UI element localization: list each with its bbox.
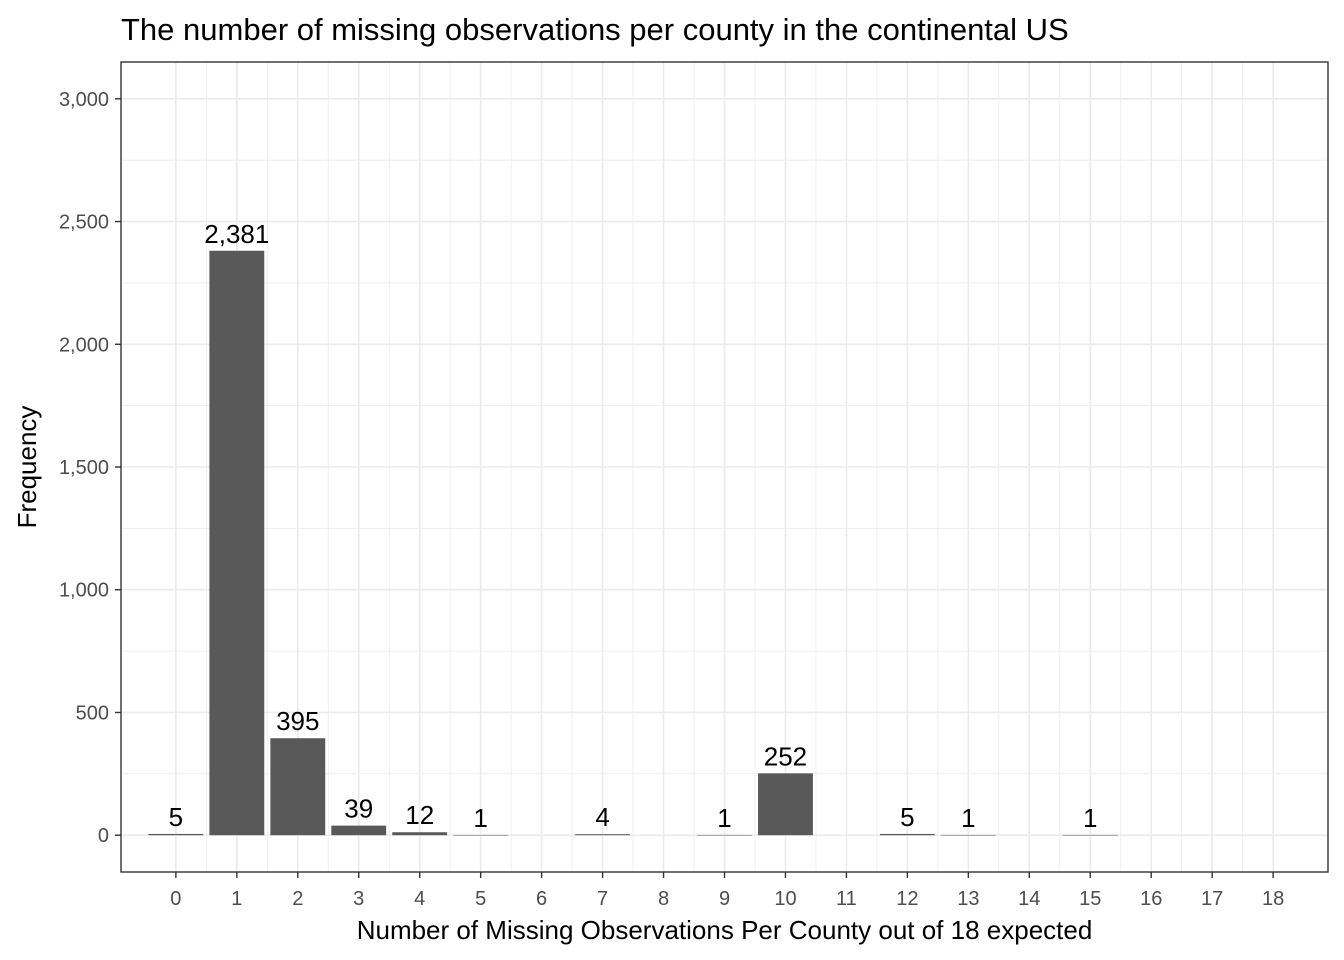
bar <box>697 834 752 836</box>
y-axis-title: Frequency <box>12 406 42 529</box>
data-label: 4 <box>595 802 609 832</box>
x-tick-label: 14 <box>1018 888 1040 910</box>
x-tick-label: 1 <box>231 888 242 910</box>
data-label: 39 <box>344 794 373 824</box>
y-tick-label: 1,000 <box>59 580 109 602</box>
x-axis-title: Number of Missing Observations Per Count… <box>357 915 1093 945</box>
bar <box>392 832 448 836</box>
data-label: 1 <box>1083 803 1097 833</box>
y-tick-label: 2,000 <box>59 334 109 356</box>
data-labels: 5 2,381 395 39 12 1 4 1 252 5 1 1 <box>169 219 1098 833</box>
x-tick-label: 6 <box>536 888 547 910</box>
x-tick-label: 4 <box>414 888 425 910</box>
bar <box>758 773 813 836</box>
bar <box>1062 834 1118 836</box>
x-tick-label: 10 <box>774 888 796 910</box>
x-tick-label: 16 <box>1140 888 1162 910</box>
x-tick-label: 3 <box>353 888 364 910</box>
data-label: 2,381 <box>204 219 269 249</box>
bar <box>209 250 265 836</box>
y-tick-label: 0 <box>98 825 109 847</box>
bar <box>270 738 326 836</box>
bar <box>575 834 631 836</box>
x-tick-label: 13 <box>957 888 979 910</box>
data-label: 5 <box>900 802 914 832</box>
data-label: 1 <box>473 803 487 833</box>
x-tick-label: 8 <box>658 888 669 910</box>
bar <box>148 833 204 836</box>
data-label: 395 <box>276 706 319 736</box>
data-label: 252 <box>764 741 807 771</box>
y-tick-label: 500 <box>76 702 109 724</box>
x-tick-label: 18 <box>1262 888 1284 910</box>
bar <box>940 834 996 836</box>
data-label: 12 <box>405 800 434 830</box>
major-gridlines-x <box>175 62 1274 872</box>
x-tick-label: 17 <box>1201 888 1223 910</box>
x-tick-label: 9 <box>719 888 730 910</box>
x-tick-label: 11 <box>836 888 857 910</box>
y-tick-label: 3,000 <box>59 89 109 111</box>
data-label: 1 <box>717 803 731 833</box>
x-tick-label: 12 <box>896 888 918 910</box>
data-label: 1 <box>961 803 975 833</box>
bar <box>453 834 509 836</box>
chart-title: The number of missing observations per c… <box>121 12 1069 47</box>
bar <box>879 833 935 836</box>
x-tick-label: 5 <box>475 888 486 910</box>
x-tick-label: 0 <box>170 888 181 910</box>
y-tick-label: 1,500 <box>59 457 109 479</box>
x-tick-label: 15 <box>1079 888 1101 910</box>
y-tick-label: 2,500 <box>59 212 109 234</box>
x-tick-label: 7 <box>597 888 608 910</box>
bar <box>331 825 387 836</box>
data-label: 5 <box>169 802 183 832</box>
bars <box>148 250 1118 836</box>
y-axis: 0 500 1,000 1,500 2,000 2,500 3,000 <box>59 89 121 847</box>
x-axis: 0 1 2 3 4 5 6 7 8 9 10 11 12 13 14 15 16 17 18 <box>170 872 1284 910</box>
x-tick-label: 2 <box>292 888 303 910</box>
